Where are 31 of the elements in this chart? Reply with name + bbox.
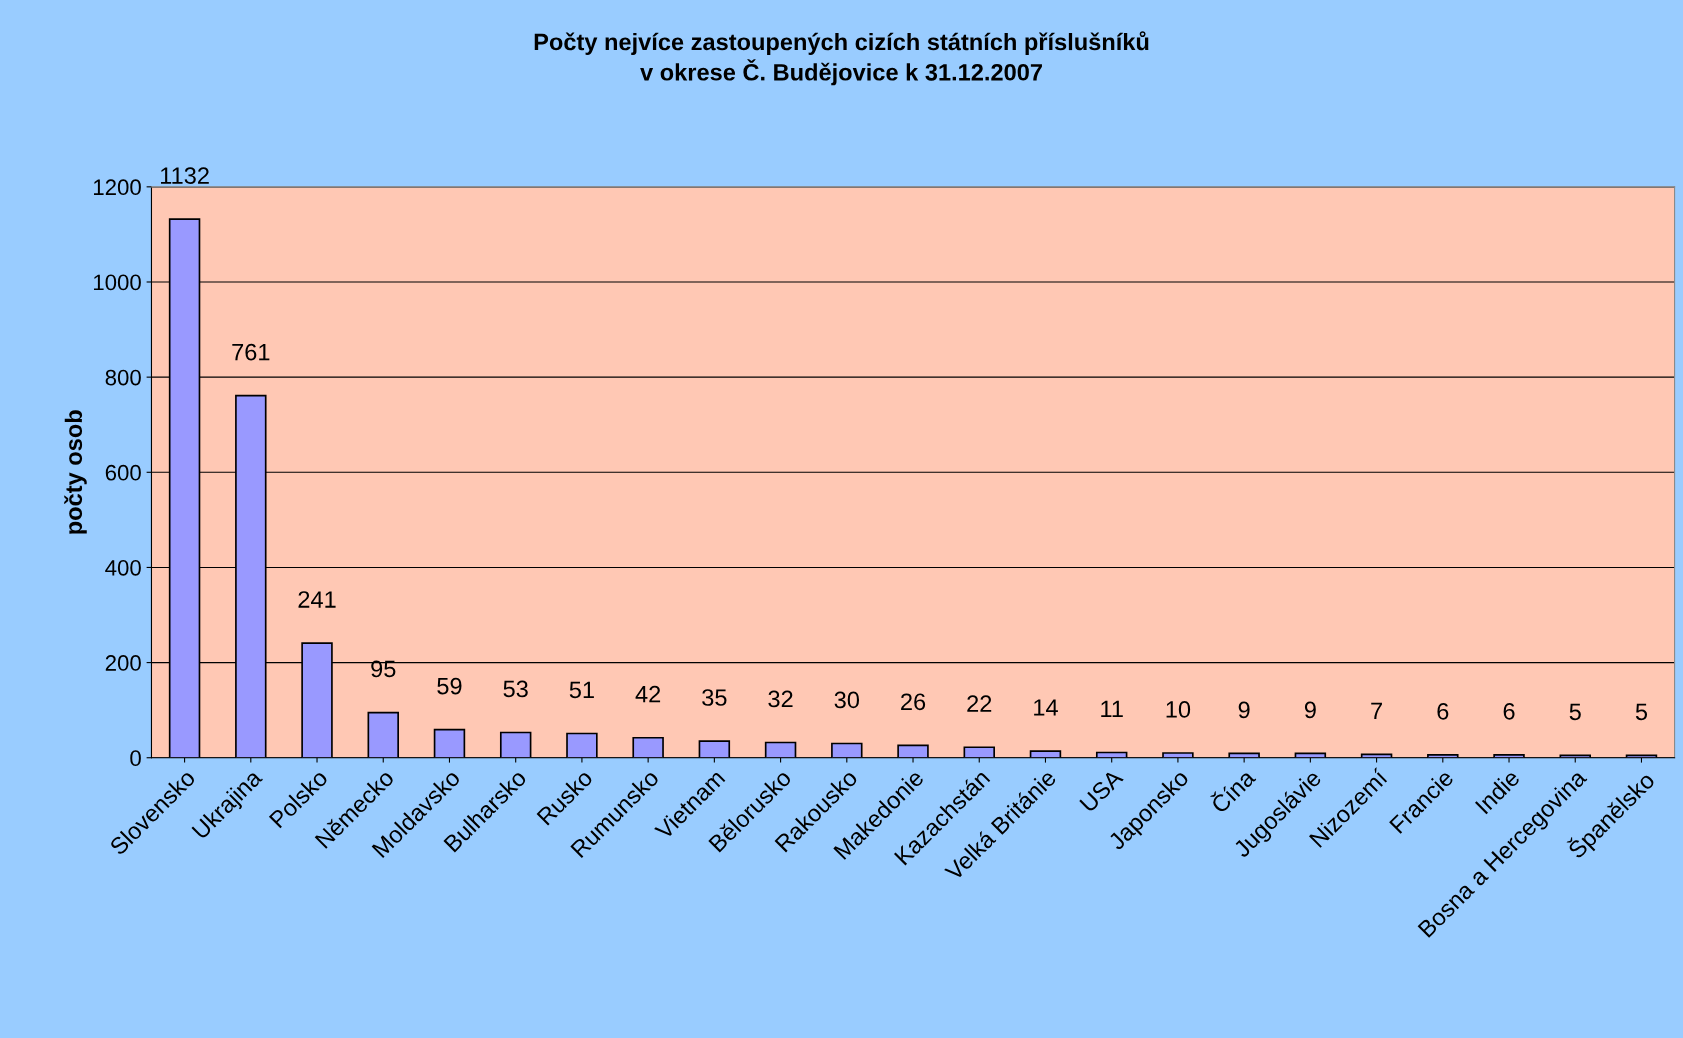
y-tick-label: 400	[105, 559, 141, 576]
data-label: 59	[437, 677, 462, 695]
data-label: 761	[232, 343, 270, 361]
data-label: 1132	[160, 167, 209, 184]
y-tick-label: 800	[105, 369, 141, 386]
data-label: 5	[1635, 703, 1648, 721]
data-label: 7	[1371, 702, 1382, 719]
data-label: 9	[1304, 701, 1316, 719]
y-tick-label: 200	[105, 655, 141, 671]
data-label: 6	[1437, 702, 1449, 720]
y-tick-label: 0	[130, 750, 141, 767]
y-tick-label: 600	[105, 464, 141, 481]
data-label: 11	[1101, 700, 1123, 718]
y-tick-label: 1000	[94, 274, 141, 291]
data-label: 6	[1503, 702, 1515, 720]
y-axis-title: počty osob	[64, 410, 87, 534]
data-label: 26	[901, 693, 926, 711]
data-label: 42	[635, 685, 661, 703]
chart-title: Počty nejvíce zastoupených cizích státních příslušníků v okrese Č. Budějovice k 31.12.2007	[534, 31, 1149, 86]
data-label: 5	[1569, 703, 1581, 721]
data-label: 53	[503, 680, 528, 698]
data-label: 30	[834, 691, 860, 709]
data-label: 241	[298, 591, 336, 608]
data-label: 32	[768, 690, 793, 708]
data-label: 10	[1166, 701, 1191, 718]
data-label: 35	[702, 689, 727, 706]
data-label: 22	[967, 695, 992, 712]
y-tick-label: 1200	[94, 179, 141, 196]
data-label: 14	[1034, 699, 1058, 716]
data-label: 9	[1238, 701, 1250, 719]
data-label: 51	[569, 681, 594, 699]
